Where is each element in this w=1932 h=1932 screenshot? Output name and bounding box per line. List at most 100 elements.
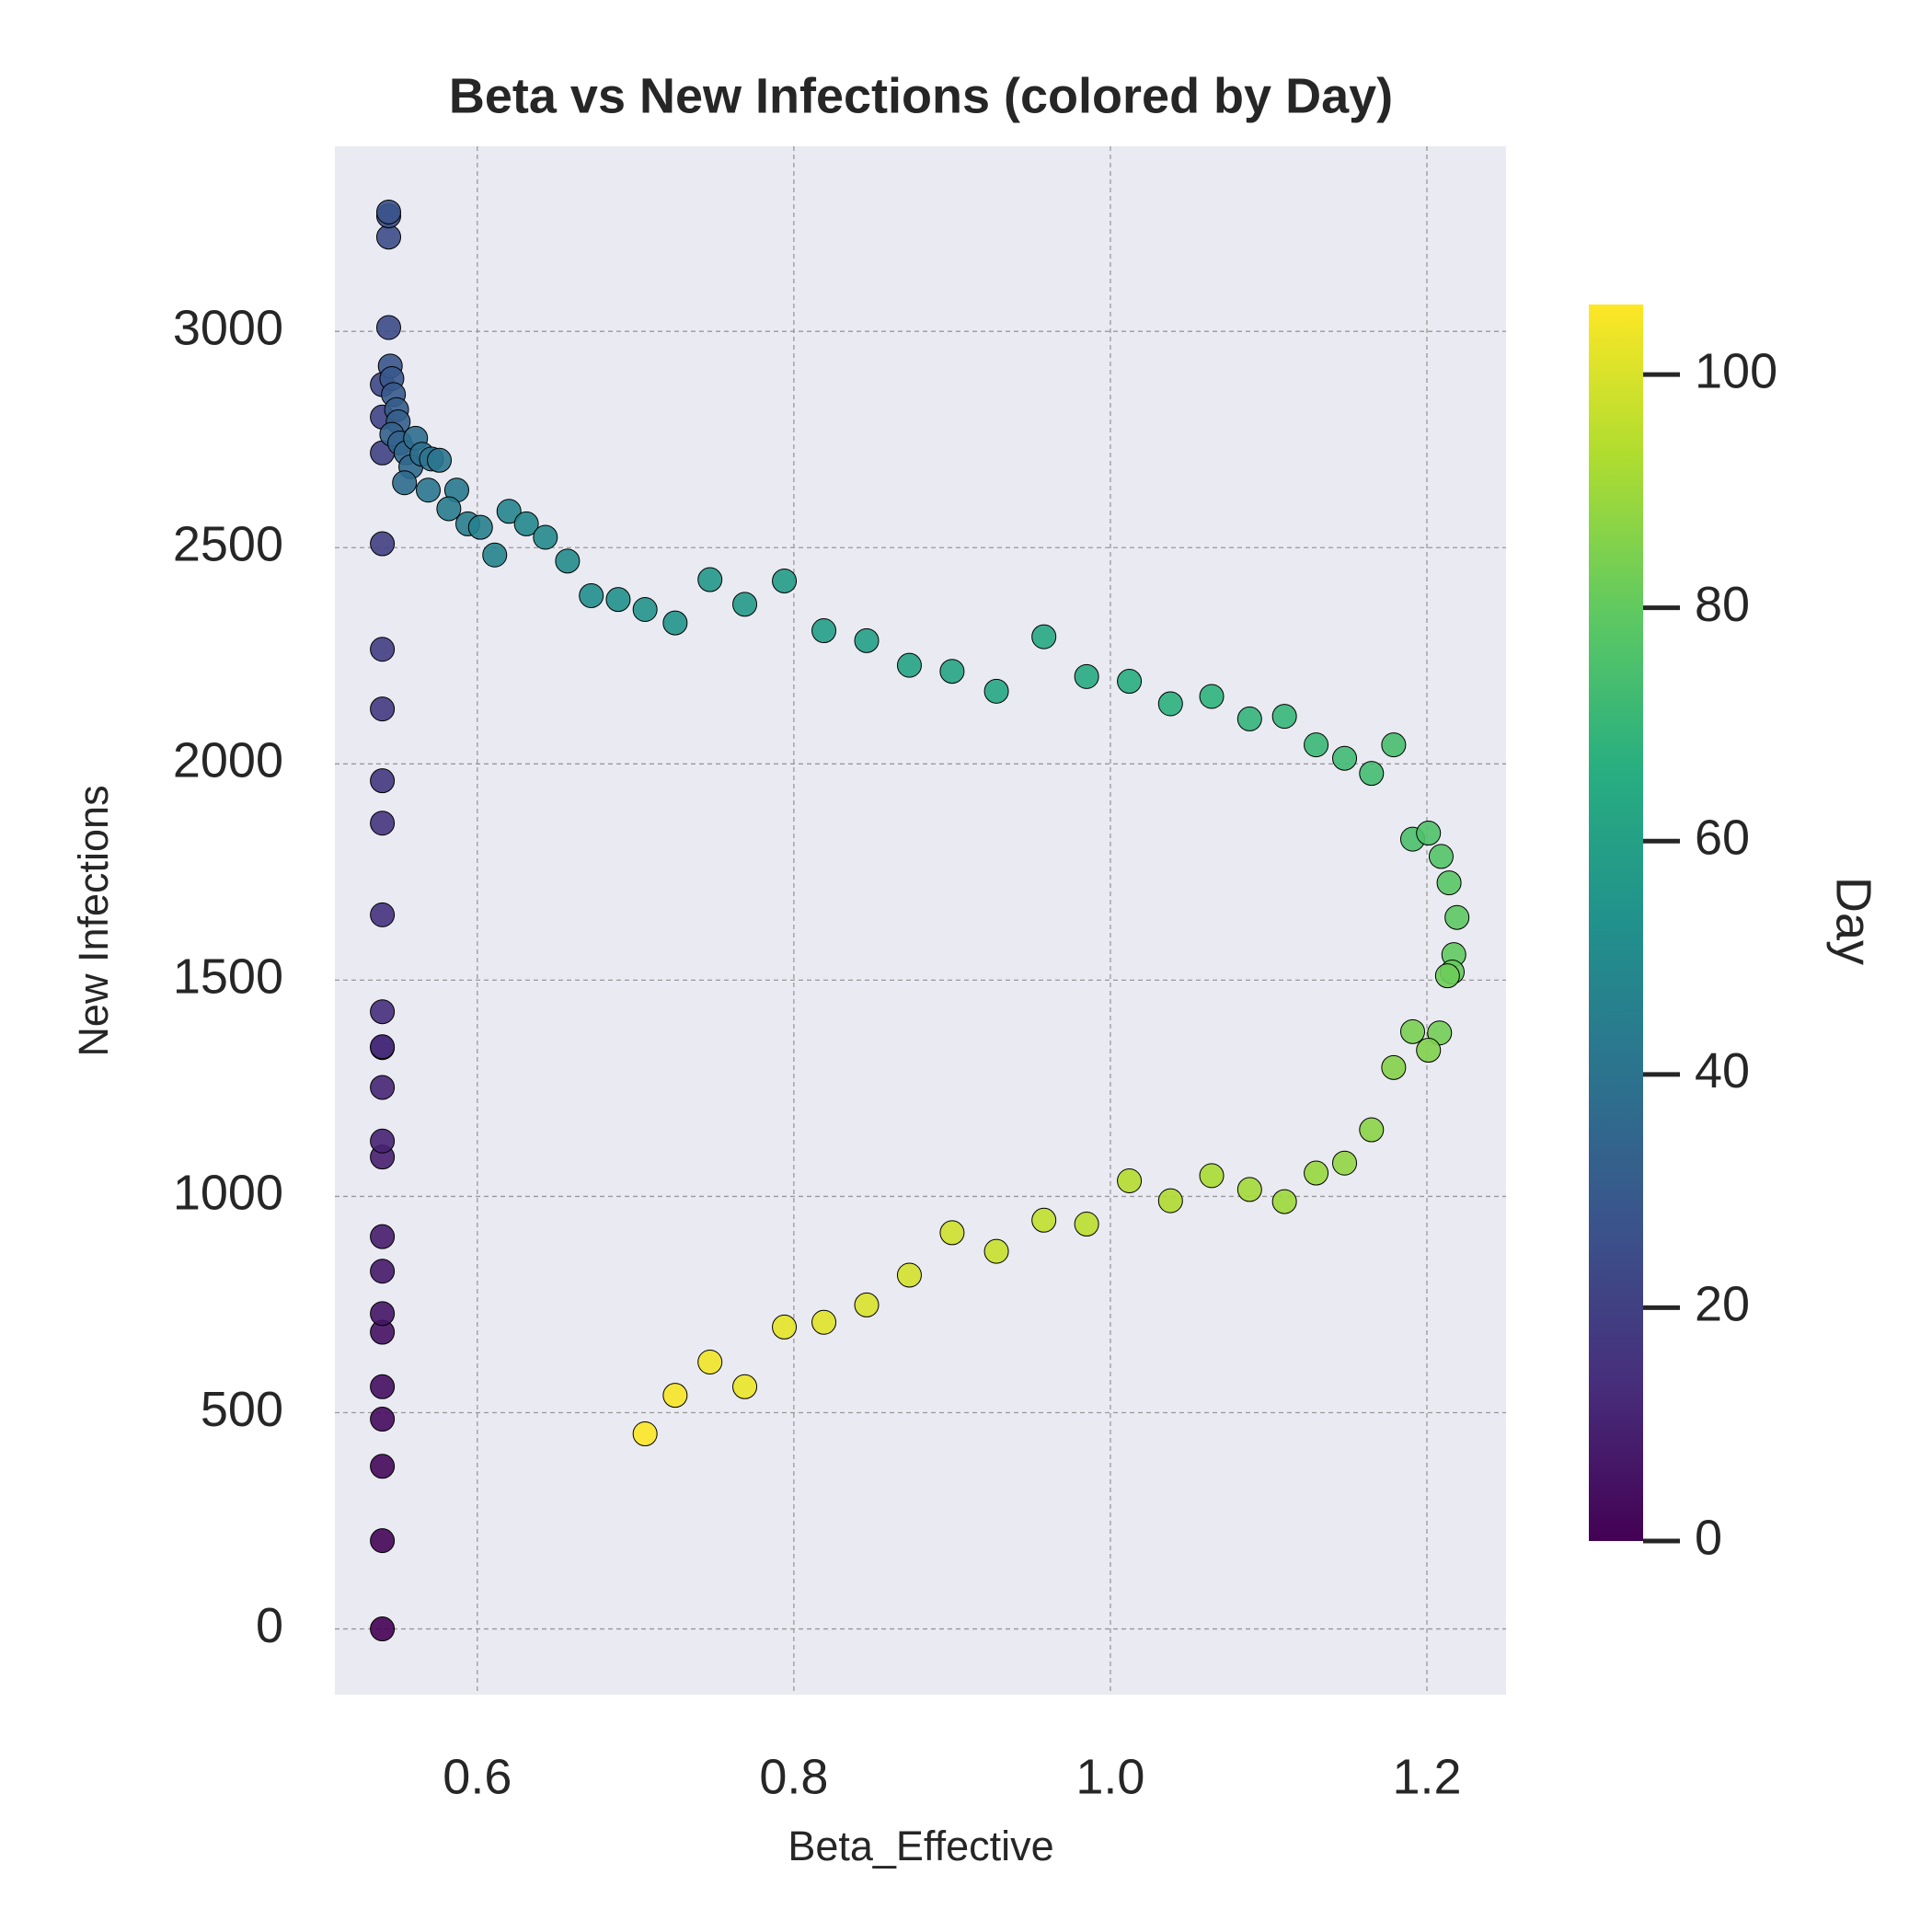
x-axis-label: Beta_Effective	[788, 1823, 1053, 1869]
chart-title: Beta vs New Infections (colored by Day)	[449, 68, 1393, 123]
colorbar-tick-label: 0	[1695, 1510, 1722, 1565]
point	[632, 1421, 658, 1447]
point	[513, 511, 539, 536]
point	[1199, 684, 1225, 709]
point	[1381, 732, 1407, 758]
point	[1304, 732, 1329, 758]
point	[370, 1616, 396, 1642]
point	[375, 224, 401, 250]
y-tick-label: 1500	[173, 949, 283, 1005]
point	[370, 1259, 396, 1284]
point	[1332, 1150, 1358, 1176]
y-tick-label: 2000	[173, 733, 283, 788]
point	[662, 1383, 688, 1409]
point	[392, 470, 418, 496]
point	[1236, 1177, 1262, 1202]
colorbar-tick-label: 20	[1695, 1277, 1750, 1332]
colorbar-tick-label: 60	[1695, 811, 1750, 866]
y-tick-label: 500	[201, 1382, 283, 1437]
colorbar	[1589, 305, 1643, 1541]
point	[1428, 844, 1454, 869]
point	[370, 902, 396, 927]
point	[1434, 963, 1460, 989]
point	[632, 596, 658, 622]
point	[1074, 1212, 1099, 1237]
point	[579, 582, 604, 608]
point	[1117, 1168, 1143, 1194]
point	[1271, 1189, 1297, 1214]
point	[370, 1128, 396, 1154]
point	[415, 477, 441, 503]
y-tick-label: 1000	[173, 1166, 283, 1221]
point	[1117, 669, 1143, 695]
point	[1400, 1018, 1426, 1044]
point	[1031, 1207, 1057, 1233]
point	[1074, 663, 1099, 689]
point	[1359, 1117, 1385, 1143]
point	[1436, 870, 1462, 896]
point	[370, 811, 396, 836]
point	[854, 1292, 880, 1317]
point	[1416, 1038, 1442, 1064]
point	[1031, 624, 1057, 650]
point	[697, 1349, 723, 1374]
point	[375, 315, 401, 340]
x-tick-label: 1.2	[1392, 1749, 1461, 1804]
point	[1359, 761, 1385, 787]
y-tick-label: 2500	[173, 517, 283, 572]
plot-area	[335, 146, 1506, 1695]
point	[662, 610, 688, 636]
point	[983, 678, 1009, 704]
point	[370, 1528, 396, 1554]
point	[1157, 691, 1183, 717]
point	[1304, 1160, 1329, 1186]
point	[732, 1374, 758, 1399]
point	[983, 1238, 1009, 1264]
point	[370, 1374, 396, 1399]
point	[1332, 745, 1358, 771]
point	[854, 627, 880, 653]
point	[370, 768, 396, 794]
point	[772, 568, 798, 593]
point	[605, 587, 631, 613]
point	[1271, 704, 1297, 730]
y-tick-label: 3000	[173, 300, 283, 355]
y-axis-label: New Infections	[70, 785, 117, 1056]
point	[370, 1407, 396, 1432]
point	[436, 496, 462, 522]
y-tick-label: 0	[256, 1598, 283, 1653]
point	[732, 592, 758, 617]
point	[1236, 706, 1262, 731]
point	[370, 1301, 396, 1327]
point	[555, 548, 581, 574]
colorbar-tick-label: 80	[1695, 577, 1750, 632]
point	[370, 1224, 396, 1249]
point	[467, 514, 493, 540]
point	[427, 447, 453, 473]
point	[1444, 904, 1470, 930]
point	[370, 1454, 396, 1479]
point	[1381, 1054, 1407, 1080]
point	[370, 1075, 396, 1100]
point	[772, 1314, 798, 1340]
point	[896, 652, 922, 678]
colorbar-tick-label: 100	[1695, 343, 1777, 398]
point	[939, 659, 965, 684]
point	[939, 1220, 965, 1246]
point	[482, 542, 508, 568]
point	[1416, 821, 1442, 846]
x-tick-label: 0.8	[759, 1749, 828, 1804]
point	[370, 637, 396, 662]
colorbar-label: Day	[1826, 877, 1881, 965]
x-tick-label: 0.6	[443, 1749, 512, 1804]
colorbar-tick-label: 40	[1695, 1043, 1750, 1098]
point	[370, 1034, 396, 1060]
point	[370, 531, 396, 557]
x-tick-label: 1.0	[1075, 1749, 1144, 1804]
point	[1199, 1163, 1225, 1189]
point	[811, 1309, 837, 1335]
point	[896, 1262, 922, 1288]
point	[370, 696, 396, 722]
point	[375, 199, 401, 224]
point	[811, 618, 837, 644]
